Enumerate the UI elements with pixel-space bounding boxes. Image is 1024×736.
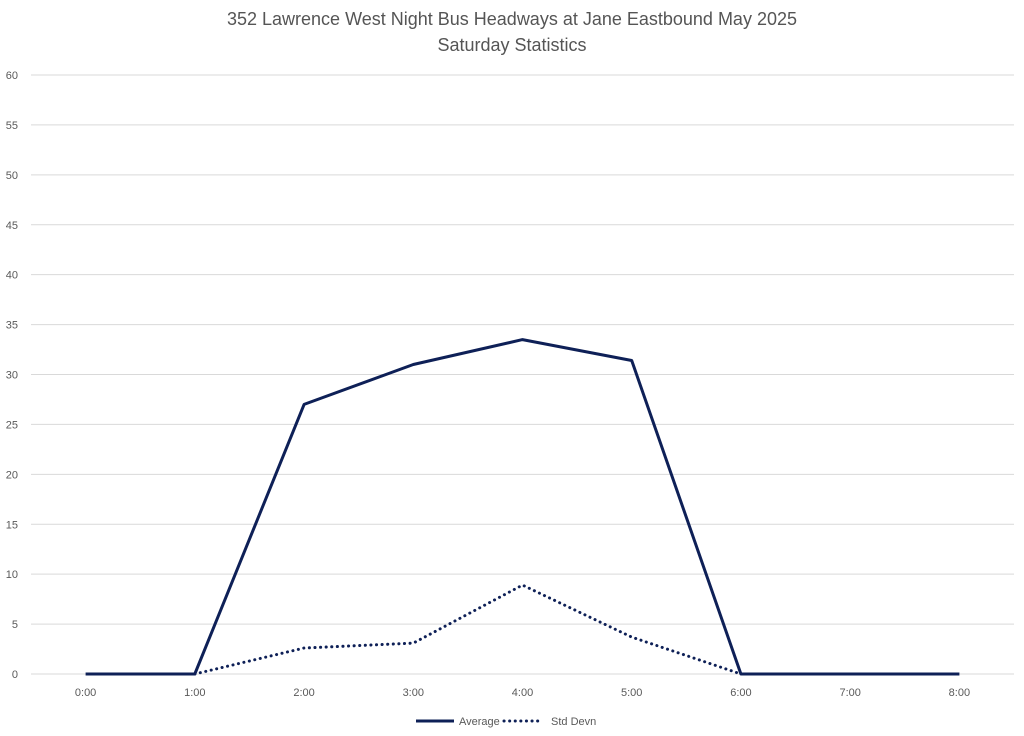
y-tick-label: 10 — [6, 569, 18, 581]
x-tick-label: 4:00 — [512, 687, 533, 699]
x-tick-label: 7:00 — [839, 687, 860, 699]
y-tick-label: 40 — [6, 270, 18, 282]
y-tick-label: 60 — [6, 70, 18, 82]
chart-title: 352 Lawrence West Night Bus Headways at … — [227, 9, 797, 29]
gridlines — [31, 74, 1014, 675]
legend-label: Average — [459, 716, 500, 728]
x-tick-label: 8:00 — [949, 687, 970, 699]
y-tick-label: 45 — [6, 220, 18, 232]
y-axis-ticks: 0 5 10 15 20 25 30 35 40 45 50 55 60 — [6, 70, 18, 681]
x-tick-label: 5:00 — [621, 687, 642, 699]
series-lines — [85, 338, 960, 676]
y-tick-label: 35 — [6, 320, 18, 332]
x-tick-label: 2:00 — [293, 687, 314, 699]
series-line-average — [85, 338, 960, 676]
x-tick-label: 6:00 — [730, 687, 751, 699]
series-line-std-devn — [193, 583, 743, 676]
y-tick-label: 20 — [6, 469, 18, 481]
y-tick-label: 25 — [6, 419, 18, 431]
y-tick-label: 15 — [6, 519, 18, 531]
x-tick-label: 0:00 — [75, 687, 96, 699]
x-tick-label: 1:00 — [184, 687, 205, 699]
legend: Average Std Devn — [416, 716, 596, 728]
y-tick-label: 30 — [6, 370, 18, 382]
x-tick-label: 3:00 — [403, 687, 424, 699]
y-tick-label: 5 — [12, 619, 18, 631]
chart-subtitle: Saturday Statistics — [437, 35, 586, 55]
legend-label: Std Devn — [551, 716, 596, 728]
y-tick-label: 50 — [6, 170, 18, 182]
y-tick-label: 55 — [6, 120, 18, 132]
y-tick-label: 0 — [12, 669, 18, 681]
x-axis-ticks: 0:00 1:00 2:00 3:00 4:00 5:00 6:00 7:00 8:00 — [75, 687, 970, 699]
